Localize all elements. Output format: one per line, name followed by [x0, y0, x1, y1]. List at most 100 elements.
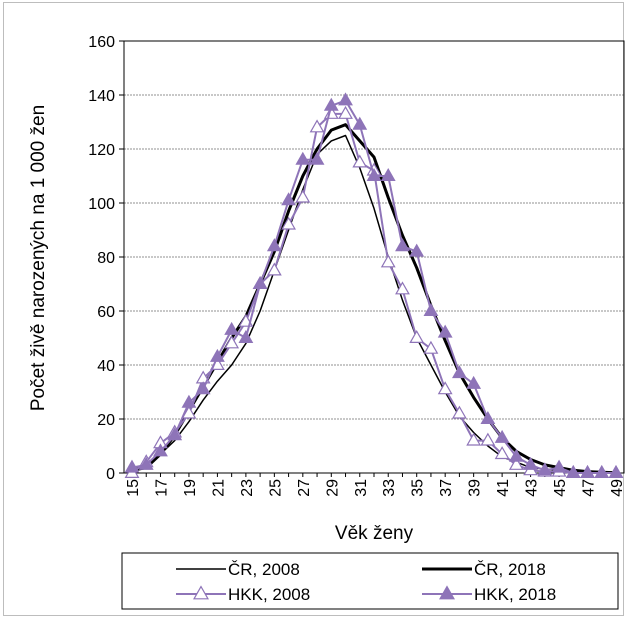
data-point-marker: [551, 459, 567, 473]
data-point-marker: [608, 464, 624, 478]
data-point-marker: [153, 443, 168, 457]
legend-marker: [193, 585, 209, 600]
x-tick-label: 17: [153, 479, 170, 497]
data-point-marker: [380, 254, 396, 268]
legend-item: HKK, 2018: [422, 585, 556, 604]
grid-lines: [124, 40, 624, 420]
y-tick-label: 100: [88, 196, 115, 213]
x-tick-label: 23: [239, 479, 256, 497]
data-point-marker: [409, 243, 425, 257]
data-point-marker: [494, 429, 510, 443]
data-point-marker: [409, 329, 425, 343]
x-tick-label: 45: [552, 479, 569, 497]
x-tick-label: 29: [324, 479, 341, 497]
data-point-marker: [380, 167, 396, 181]
legend-item: ČR, 2018: [422, 560, 546, 579]
legend-item: ČR, 2008: [176, 560, 300, 579]
line-chart: 0 20 40 60 80 100 120 140 160 15 17 19 21 23 25 27 29 31 3…: [28, 34, 625, 610]
y-axis-title: Počet živě narozených na 1 000 žen: [28, 105, 49, 411]
data-point-marker: [366, 167, 382, 181]
x-axis-title: Věk ženy: [335, 523, 414, 544]
data-point-marker: [494, 446, 510, 460]
data-point-marker: [452, 365, 467, 379]
data-point-marker: [224, 321, 240, 335]
series-line: [131, 134, 617, 474]
data-point-marker: [266, 262, 282, 276]
legend-box: [121, 552, 619, 610]
data-point-marker: [423, 302, 439, 316]
data-point-marker: [452, 405, 467, 419]
data-point-marker: [565, 464, 581, 478]
y-tick-label: 60: [97, 304, 115, 321]
data-point-marker: [580, 464, 595, 478]
legend-label: ČR, 2018: [474, 560, 546, 579]
data-point-marker: [466, 375, 482, 389]
data-point-marker: [238, 329, 254, 343]
data-point-marker: [437, 324, 453, 338]
data-point-marker: [266, 238, 282, 252]
y-tick-label: 120: [88, 142, 115, 159]
x-tick-label: 25: [267, 479, 284, 497]
axes: [119, 40, 625, 477]
data-point-marker: [252, 275, 268, 289]
data-point-marker: [281, 192, 296, 206]
x-tick-label: 33: [381, 479, 398, 497]
x-tick-label: 49: [609, 479, 625, 497]
y-tick-label: 0: [106, 466, 115, 483]
data-point-marker: [395, 238, 410, 252]
x-tick-label: 47: [581, 479, 598, 497]
data-point-marker: [295, 189, 311, 203]
data-point-marker: [138, 456, 154, 470]
x-tick-label: 37: [438, 479, 455, 497]
data-point-marker: [480, 432, 496, 446]
x-tick-label: 39: [467, 479, 484, 497]
legend: ČR, 2008 ČR, 2018 HKK, 2008 HKK, 2018: [121, 552, 619, 610]
series-2: [124, 105, 624, 478]
legend-label: ČR, 2008: [228, 560, 300, 579]
data-point-marker: [537, 462, 553, 476]
chart-frame: 0 20 40 60 80 100 120 140 160 15 17 19 21 23 25 27 29 31 3…: [3, 2, 625, 616]
data-point-marker: [224, 335, 240, 349]
data-point-marker: [508, 456, 524, 470]
data-point-marker: [480, 410, 496, 424]
data-point-marker: [124, 459, 140, 473]
series-3: [124, 92, 624, 478]
x-tick-label: 19: [182, 479, 199, 497]
data-point-marker: [523, 456, 538, 470]
x-tick-label: 31: [353, 479, 370, 497]
data-point-marker: [352, 116, 368, 130]
legend-marker: [439, 585, 455, 600]
data-point-marker: [309, 151, 325, 165]
legend-label: HKK, 2018: [474, 585, 556, 604]
data-point-marker: [437, 381, 453, 395]
data-point-marker: [295, 151, 311, 165]
y-tick-label: 160: [88, 34, 115, 51]
data-point-marker: [195, 381, 211, 395]
x-tick-label: 35: [410, 479, 427, 497]
y-tick-label: 20: [97, 412, 115, 429]
data-point-marker: [508, 448, 524, 462]
tick-labels: 0 20 40 60 80 100 120 140 160 15 17 19 21 23 25 27 29 31 3…: [88, 34, 625, 497]
data-point-marker: [594, 464, 610, 478]
data-point-marker: [210, 348, 225, 362]
data-point-marker: [423, 340, 439, 354]
data-point-marker: [338, 105, 353, 119]
x-tick-label: 21: [210, 479, 227, 497]
series-layer: [124, 92, 624, 478]
x-tick-label: 43: [524, 479, 541, 497]
y-tick-label: 40: [97, 358, 115, 375]
data-point-marker: [338, 92, 353, 106]
data-point-marker: [323, 97, 339, 111]
legend-label: HKK, 2008: [228, 585, 310, 604]
data-point-marker: [309, 119, 325, 133]
data-point-marker: [466, 432, 482, 446]
y-tick-label: 140: [88, 88, 115, 105]
data-point-marker: [281, 216, 296, 230]
data-point-marker: [395, 281, 410, 295]
data-point-marker: [181, 394, 197, 408]
y-tick-label: 80: [97, 250, 115, 267]
legend-item: HKK, 2008: [176, 585, 310, 604]
data-point-marker: [352, 154, 368, 168]
series-0: [131, 134, 617, 474]
x-tick-label: 41: [495, 479, 512, 497]
